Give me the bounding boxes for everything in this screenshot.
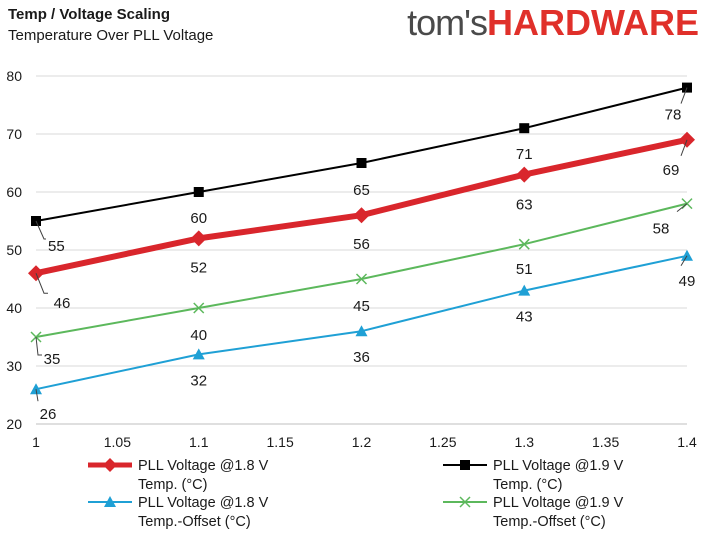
series-line [35,86,688,222]
data-label: 69 [663,162,680,179]
x-tick-label: 1.4 [677,434,697,450]
label-leader-line [35,220,46,240]
data-label: 36 [353,349,370,366]
data-label: 65 [353,182,370,199]
data-label: 60 [190,210,207,227]
y-tick-label: 60 [6,184,22,200]
brand-logo-part2: HARDWARE [487,2,699,43]
data-label: 56 [353,236,370,253]
x-tick-label: 1.25 [429,434,456,450]
chart-subtitle: Temperature Over PLL Voltage [8,27,214,44]
axes: 20 30 40 50 60 70 80 1 1.05 1.1 1.15 1.2 1.25 1.3 1.35… [6,68,697,450]
data-label: 71 [516,146,533,163]
y-tick-label: 70 [6,126,22,142]
data-point [192,348,205,360]
data-point [190,230,207,247]
brand-logo: tom'sHARDWARE [407,2,699,44]
data-point [356,158,367,168]
x-tick-label: 1.15 [267,434,294,450]
label-leader-line [680,255,688,267]
data-label: 55 [48,238,65,255]
label-leader-line [680,139,688,156]
data-label: 43 [516,309,533,326]
label-leader-line [35,336,42,356]
data-label: 26 [40,406,57,423]
data-point [518,284,531,296]
label-leader-line [35,389,39,402]
data-point [519,123,530,134]
data-point [193,302,205,314]
data-label: 63 [516,197,533,214]
data-label: 52 [190,259,207,276]
y-tick-label: 80 [6,68,22,84]
series-line [35,254,688,391]
x-tick-label: 1.35 [592,434,619,450]
x-tick-label: 1.3 [515,434,535,450]
data-point [681,249,693,261]
label-leader-line [676,203,688,212]
data-label: 40 [190,327,207,344]
data-label: 46 [54,295,71,312]
data-point [30,383,42,395]
series-line [35,202,688,338]
x-tick-label: 1.1 [189,434,209,450]
data-point-stroke [518,238,530,250]
label-leader-line [680,87,688,104]
x-tick-label: 1 [32,434,40,450]
data-label: 58 [653,221,670,238]
data-point [518,238,530,250]
data-point-stroke [355,273,368,285]
chart-title: Temp / Voltage Scaling [8,6,170,23]
data-point-stroke [193,302,205,314]
data-point [193,187,204,197]
y-tick-label: 20 [6,416,22,432]
data-label: 78 [665,107,682,124]
data-label: 35 [44,351,61,368]
brand-logo-part1: tom's [407,2,488,43]
data-label: 45 [353,298,370,315]
data-label: 32 [190,372,207,389]
y-tick-label: 40 [6,300,22,316]
y-tick-label: 50 [6,242,22,258]
x-tick-label: 1.05 [104,434,131,450]
x-tick-label: 1.2 [352,434,372,450]
data-point [355,325,368,337]
data-label: 51 [516,261,533,278]
data-labels: 55 60 65 71 78 46 52 56 63 69 35 40 45 51 58 26 32 36 43 49 [35,87,696,423]
label-leader-line [35,273,48,294]
data-point [353,207,370,224]
data-label: 49 [679,273,696,290]
y-tick-label: 30 [6,358,22,374]
data-point [516,166,533,183]
data-point [355,273,368,285]
